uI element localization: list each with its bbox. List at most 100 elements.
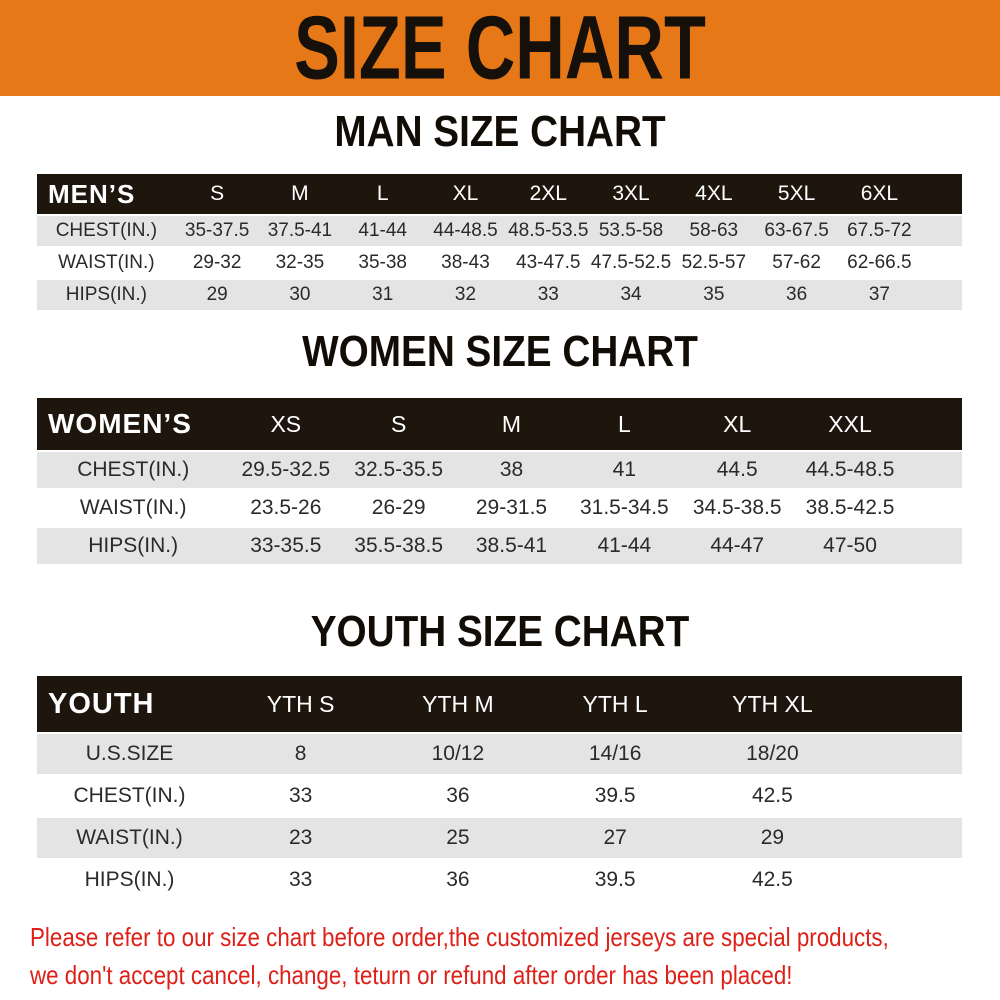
women-size-column-xl: XL xyxy=(723,410,752,437)
women-size-column-s: S xyxy=(390,410,407,437)
size-cell: 8 xyxy=(294,742,307,765)
size-cell: 29-32 xyxy=(192,252,242,273)
size-cell: 33-35.5 xyxy=(250,534,322,557)
men-table-row: WAIST(IN.) 29-32 32-35 35-38 38-43 43-47.5 47.… xyxy=(37,247,962,279)
size-cell: 31.5-34.5 xyxy=(579,496,669,519)
size-cell: 33 xyxy=(537,284,559,305)
row-label: CHEST(IN.) xyxy=(73,784,186,807)
row-spacer-cell xyxy=(921,279,962,311)
size-cell: 33 xyxy=(288,784,313,807)
youth-chart-heading: YOUTH SIZE CHART xyxy=(310,607,690,656)
size-cell: 44-47 xyxy=(710,534,765,557)
size-cell: 39.5 xyxy=(594,784,636,807)
men-table-row: CHEST(IN.) 35-37.5 37.5-41 41-44 44-48.5 48.5… xyxy=(37,215,962,247)
size-cell: 36 xyxy=(446,784,470,807)
women-table-row: WAIST(IN.) 23.5-26 26-29 29-31.5 31.5-34.5 34… xyxy=(37,489,962,527)
size-cell: 32-35 xyxy=(275,252,325,273)
women-header-row: WOMEN’S XS S M L XL XXL xyxy=(37,398,962,451)
header-spacer-cell xyxy=(851,676,962,733)
size-cell: 63-67.5 xyxy=(764,220,829,241)
men-size-table: MEN’S S M L XL 2XL 3XL 4XL 5XL 6XL CHEST(IN.) 35-37… xyxy=(37,174,962,312)
size-cell: 57-62 xyxy=(772,252,821,273)
size-cell: 27 xyxy=(603,826,627,849)
women-chart-heading: WOMEN SIZE CHART xyxy=(302,327,698,376)
row-label: U.S.SIZE xyxy=(85,742,174,765)
row-label: HIPS(IN.) xyxy=(84,868,175,891)
youth-size-table: YOUTH YTH S YTH M YTH L YTH XL U.S.SIZE 8 10/12… xyxy=(37,676,962,902)
size-cell: 58-63 xyxy=(689,220,739,241)
row-label: WAIST(IN.) xyxy=(76,826,183,849)
size-cell: 36 xyxy=(446,868,470,891)
size-cell: 44-48.5 xyxy=(433,220,498,241)
row-label: CHEST(IN.) xyxy=(77,458,190,481)
men-size-column-3xl: 3XL xyxy=(612,182,650,205)
row-spacer-cell xyxy=(851,733,962,775)
youth-header-row: YOUTH YTH S YTH M YTH L YTH XL xyxy=(37,676,962,733)
youth-section: YOUTH SIZE CHART YOUTH YTH S YTH M YTH L YTH … xyxy=(0,607,1000,902)
men-size-column-l: L xyxy=(376,182,389,205)
size-cell: 38 xyxy=(499,458,524,481)
size-cell: 38.5-42.5 xyxy=(805,496,895,519)
row-spacer-cell xyxy=(851,817,962,859)
size-cell: 23 xyxy=(288,826,313,849)
row-spacer-cell xyxy=(906,527,962,565)
header-spacer-cell xyxy=(906,398,962,451)
row-spacer-cell xyxy=(921,215,962,247)
youth-size-column-yth-xl: YTH XL xyxy=(732,690,813,717)
men-chart-heading: MAN SIZE CHART xyxy=(334,107,666,156)
size-cell: 47.5-52.5 xyxy=(590,252,672,273)
row-label: HIPS(IN.) xyxy=(88,534,179,557)
footer-disclaimer-line-2: we don't accept cancel, change, teturn o… xyxy=(30,960,793,990)
men-size-column-4xl: 4XL xyxy=(695,182,733,205)
women-size-table: WOMEN’S XS S M L XL XXL CHEST(IN.) 29.5-32.5 32.5… xyxy=(37,398,962,566)
row-label: WAIST(IN.) xyxy=(79,496,187,519)
row-spacer-cell xyxy=(921,247,962,279)
youth-size-column-yth-s: YTH S xyxy=(266,690,335,717)
size-cell: 34 xyxy=(620,284,642,305)
size-cell: 10/12 xyxy=(431,742,485,765)
size-chart-banner: SIZE CHART xyxy=(0,0,1000,96)
size-cell: 37.5-41 xyxy=(267,220,333,241)
women-size-column-m: M xyxy=(501,410,522,437)
size-cell: 37 xyxy=(868,284,890,305)
men-section: MAN SIZE CHART MEN’S S M L XL 2XL 3XL 4XL 5XL 6XL C… xyxy=(0,107,1000,312)
footer-disclaimer: Please refer to our size chart before or… xyxy=(30,918,889,994)
size-cell: 52.5-57 xyxy=(681,252,747,273)
men-size-column-m: M xyxy=(291,182,309,205)
women-size-column-l: L xyxy=(617,410,631,437)
men-corner-label: MEN’S xyxy=(48,178,136,209)
youth-table-row: CHEST(IN.) 33 36 39.5 42.5 xyxy=(37,775,962,817)
youth-size-column-yth-l: YTH L xyxy=(582,690,648,717)
size-cell: 38.5-41 xyxy=(475,534,548,557)
women-size-column-xs: XS xyxy=(270,410,302,437)
row-spacer-cell xyxy=(851,775,962,817)
size-cell: 41-44 xyxy=(597,534,652,557)
women-section: WOMEN SIZE CHART WOMEN’S XS S M L XL XXL CHEST(I… xyxy=(0,327,1000,566)
size-cell: 62-66.5 xyxy=(847,252,912,273)
size-cell: 29-31.5 xyxy=(475,496,548,519)
size-cell: 41-44 xyxy=(358,220,407,241)
men-size-column-s: S xyxy=(210,182,225,205)
size-cell: 67.5-72 xyxy=(847,220,912,241)
size-cell: 38-43 xyxy=(441,252,490,273)
size-cell: 36 xyxy=(786,284,808,305)
row-spacer-cell xyxy=(906,489,962,527)
men-size-column-5xl: 5XL xyxy=(777,182,816,205)
size-cell: 18/20 xyxy=(746,742,799,765)
size-chart-sections: MAN SIZE CHART MEN’S S M L XL 2XL 3XL 4XL 5XL 6XL C… xyxy=(0,107,1000,902)
banner-title: SIZE CHART xyxy=(294,0,706,98)
size-cell: 41 xyxy=(612,458,637,481)
size-cell: 31 xyxy=(372,284,394,305)
size-cell: 47-50 xyxy=(823,534,877,557)
size-cell: 53.5-58 xyxy=(598,220,664,241)
header-spacer-cell xyxy=(921,174,962,215)
size-cell: 29 xyxy=(760,826,785,849)
size-cell: 42.5 xyxy=(751,784,793,807)
men-header-row: MEN’S S M L XL 2XL 3XL 4XL 5XL 6XL xyxy=(37,174,962,215)
size-cell: 35-37.5 xyxy=(184,220,250,241)
youth-table-row: HIPS(IN.) 33 36 39.5 42.5 xyxy=(37,859,962,901)
size-cell: 35 xyxy=(703,284,725,305)
size-cell: 32.5-35.5 xyxy=(354,458,444,481)
youth-table-row: U.S.SIZE 8 10/12 14/16 18/20 xyxy=(37,733,962,775)
size-cell: 35.5-38.5 xyxy=(354,534,444,557)
